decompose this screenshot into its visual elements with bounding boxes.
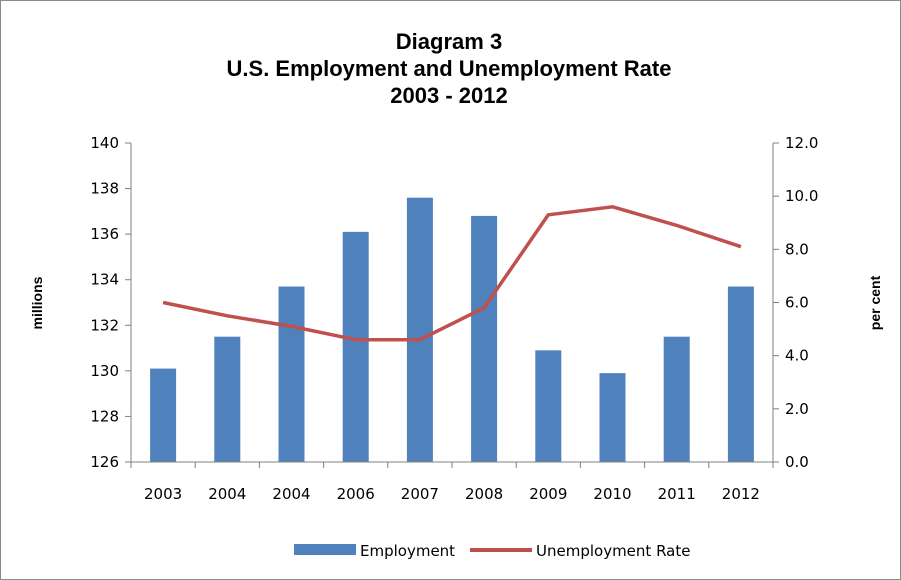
y-left-tick-label: 134 <box>90 271 119 289</box>
y-left-tick-label: 132 <box>90 316 119 334</box>
bar-employment-2007 <box>406 197 433 462</box>
x-tick-label: 2010 <box>593 485 631 503</box>
x-tick-label: 2011 <box>658 485 696 503</box>
y-left-tick-label: 138 <box>90 180 119 198</box>
tick-labels: 126 128 130 132 134 136 138 140 0.0 2.0 4.0 6.0 8.0 1… <box>90 134 818 503</box>
unemployment-line-layer <box>162 205 742 342</box>
x-tick-label: 2007 <box>401 485 439 503</box>
bar-employment-2012 <box>727 286 754 462</box>
y-right-tick-label: 12.0 <box>785 134 818 152</box>
axes <box>125 142 779 468</box>
y-left-tick-label: 126 <box>90 453 119 471</box>
x-tick-label: 2004 <box>272 485 310 503</box>
y-left-tick-label: 128 <box>90 407 119 425</box>
bar-employment-2011 <box>663 336 690 462</box>
chart-title: Diagram 3 U.S. Employment and Unemployme… <box>227 29 672 108</box>
chart-title-line-2: U.S. Employment and Unemployment Rate <box>227 56 672 81</box>
y-right-tick-label: 8.0 <box>785 240 809 258</box>
y-right-tick-label: 2.0 <box>785 400 809 418</box>
bar-employment-2008 <box>471 215 498 462</box>
bar-employment-2004 <box>214 336 241 462</box>
y-axis-left-title: millions <box>29 276 45 329</box>
y-right-tick-label: 6.0 <box>785 294 809 312</box>
x-tick-label: 2009 <box>529 485 567 503</box>
legend-employment-swatch <box>294 544 356 555</box>
chart-title-line-1: Diagram 3 <box>396 29 502 54</box>
bar-employment-2006 <box>342 231 369 462</box>
x-tick-label: 2004 <box>208 485 246 503</box>
x-tick-label: 2008 <box>465 485 503 503</box>
y-left-tick-label: 130 <box>90 362 119 380</box>
legend: Employment Unemployment Rate <box>294 542 690 560</box>
x-tick-label: 2012 <box>722 485 760 503</box>
y-left-tick-label: 140 <box>90 134 119 152</box>
unemployment-rate-line <box>162 205 742 342</box>
bar-employment-2003 <box>150 368 177 462</box>
employment-bars <box>150 197 754 462</box>
y-right-tick-label: 10.0 <box>785 187 818 205</box>
chart-title-line-3: 2003 - 2012 <box>390 83 507 108</box>
bar-employment-2010 <box>599 373 626 462</box>
y-left-tick-label: 136 <box>90 225 119 243</box>
y-right-tick-label: 0.0 <box>785 453 809 471</box>
x-tick-label: 2006 <box>337 485 375 503</box>
legend-unemployment-label: Unemployment Rate <box>536 542 690 560</box>
y-right-tick-label: 4.0 <box>785 347 809 365</box>
bar-employment-2009 <box>535 350 562 462</box>
bar-employment-2004 <box>278 286 305 462</box>
legend-employment-label: Employment <box>360 542 455 560</box>
x-tick-label: 2003 <box>144 485 182 503</box>
y-axis-right-title: per cent <box>867 275 883 330</box>
